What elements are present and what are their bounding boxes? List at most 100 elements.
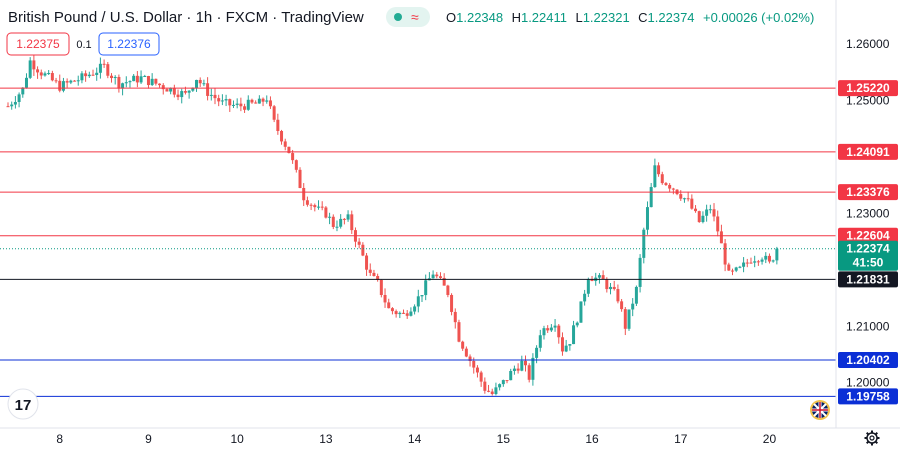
candle: [457, 319, 461, 343]
candle: [645, 201, 649, 235]
candle: [568, 343, 572, 351]
candle: [494, 382, 498, 396]
candle: [383, 288, 387, 308]
time-axis: 8 9 10 13 14 15 16 17 20: [0, 427, 900, 446]
high-key: H: [512, 10, 521, 25]
candle: [246, 95, 250, 111]
candle: [560, 332, 564, 356]
candle: [627, 309, 631, 331]
gear-icon[interactable]: [864, 430, 880, 446]
candlesticks: [6, 54, 779, 396]
candle: [21, 87, 25, 98]
candle: [450, 293, 454, 316]
candle: [346, 210, 350, 222]
candle: [110, 73, 113, 83]
uk-flag-icon[interactable]: [810, 400, 830, 420]
candle: [335, 220, 339, 232]
interval-label[interactable]: 1h: [196, 9, 213, 26]
candle: [317, 200, 320, 210]
candle: [453, 308, 457, 329]
time-tick-label: 8: [56, 432, 63, 446]
candle: [150, 73, 154, 87]
low-value: 1.22321: [583, 10, 630, 25]
candle: [372, 269, 376, 277]
candle: [17, 92, 21, 108]
candle: [575, 321, 579, 328]
candle: [198, 77, 202, 87]
candle: [265, 95, 269, 104]
candle: [742, 257, 746, 273]
candle: [87, 71, 91, 78]
candle: [235, 98, 239, 109]
candle: [294, 159, 298, 173]
candle: [54, 77, 58, 84]
candle: [283, 138, 287, 151]
candle: [187, 90, 191, 99]
candle: [117, 74, 121, 93]
candle: [357, 238, 361, 249]
candle: [708, 204, 712, 214]
candle: [705, 204, 709, 222]
candle: [10, 101, 14, 110]
change-value: +0.00026 (+0.02%): [703, 10, 814, 25]
candle: [638, 254, 642, 293]
level-price-tag: 1.23376: [838, 184, 898, 201]
time-tick-label: 17: [674, 432, 688, 446]
candle: [161, 83, 165, 95]
candle: [405, 310, 409, 319]
candle: [642, 227, 646, 264]
candle: [376, 273, 380, 282]
candle: [76, 75, 80, 86]
candle: [180, 88, 184, 104]
candle: [531, 353, 535, 386]
candle: [398, 311, 402, 319]
order-panel: 1.22375 0.1 1.22376: [6, 32, 160, 56]
candle: [682, 197, 686, 203]
header-dot: ·: [216, 9, 225, 26]
candle: [84, 70, 88, 82]
candle: [745, 258, 749, 268]
candle: [601, 270, 605, 280]
candle: [694, 205, 698, 213]
price-tags: 1.25220 1.24091 1.23376 1.22604 1.21831 1.204…: [838, 80, 898, 405]
candle: [128, 80, 132, 88]
candle: [583, 289, 587, 306]
symbol-name[interactable]: British Pound / U.S. Dollar: [8, 9, 182, 26]
candle: [350, 210, 354, 234]
time-tick-label: 14: [408, 432, 422, 446]
header-dot: ·: [272, 9, 281, 26]
low-key: L: [575, 10, 582, 25]
candle: [257, 95, 261, 104]
candle: [254, 100, 258, 104]
horizontal-levels: [0, 87, 836, 397]
level-price-tag: 1.25220: [838, 80, 898, 97]
sell-button[interactable]: 1.22375: [6, 32, 70, 56]
candle: [490, 388, 494, 396]
candle: [701, 211, 705, 224]
level-price-tag: 1.22604: [838, 227, 898, 244]
svg-text:O1.22348 H1.22411: O1.22348 H1.22411 L1.22321 C1.22374 +0.0…: [446, 9, 814, 26]
price-tick-label: 1.25000: [846, 94, 890, 108]
level-price-tag: 1.21831: [838, 271, 898, 288]
market-status-pill[interactable]: ≈: [386, 7, 430, 27]
candle: [479, 370, 483, 387]
svg-text:1.23376: 1.23376: [846, 185, 890, 199]
candle: [250, 98, 254, 104]
candle: [590, 275, 594, 282]
buy-button[interactable]: 1.22376: [98, 32, 160, 56]
candle: [239, 97, 243, 112]
candle: [767, 253, 771, 264]
candle: [657, 162, 661, 177]
bar-countdown: 41:50: [853, 256, 884, 270]
candle: [268, 96, 272, 109]
candle: [586, 277, 590, 297]
candle: [95, 67, 99, 81]
candle: [509, 368, 513, 381]
tradingview-logo-icon[interactable]: 17: [7, 388, 39, 420]
candle: [446, 284, 450, 298]
candle: [139, 70, 143, 84]
candle: [501, 379, 505, 387]
candle: [158, 83, 162, 88]
